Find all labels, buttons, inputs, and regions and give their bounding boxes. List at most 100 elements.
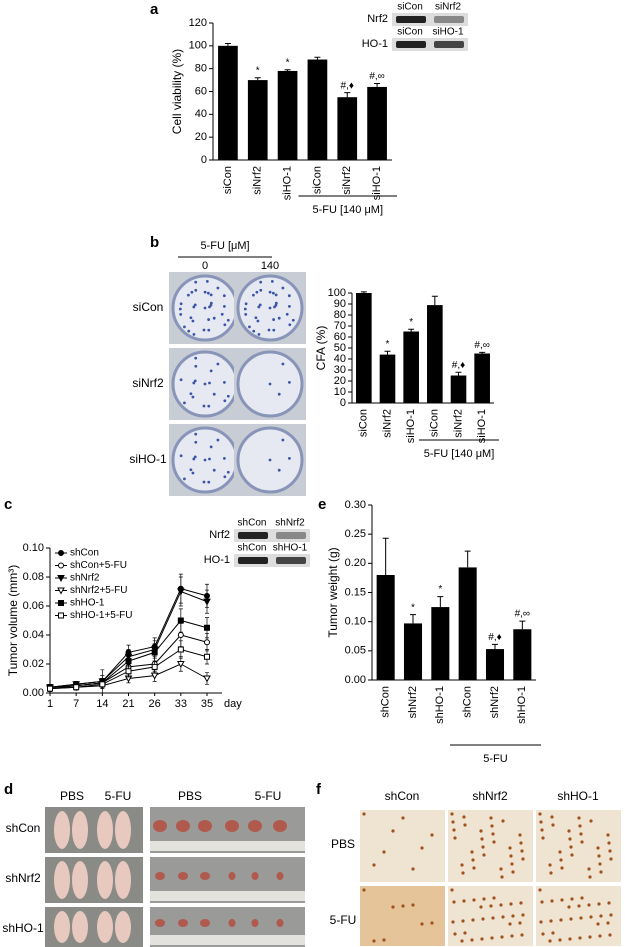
- bar: [379, 354, 396, 403]
- colony: [222, 305, 226, 308]
- colony: [267, 328, 271, 332]
- significance-mark: #,∞: [515, 609, 530, 620]
- y-tick-label: 70: [334, 320, 346, 332]
- stain: [577, 816, 581, 820]
- blot-band: [396, 16, 426, 23]
- colony: [226, 394, 230, 398]
- x-tick-label: shCon: [462, 686, 474, 718]
- y-tick-label: 0.08: [23, 571, 44, 583]
- stain: [587, 867, 591, 871]
- stain: [558, 850, 562, 854]
- stain: [607, 841, 611, 845]
- panel-letter: f: [316, 781, 322, 798]
- x-tick-label: 14: [96, 698, 108, 710]
- stain: [372, 863, 376, 867]
- stain: [606, 921, 610, 925]
- colony: [287, 457, 291, 460]
- tumor: [228, 919, 236, 927]
- x-tick-label: siHO-1: [371, 166, 383, 200]
- stain: [450, 888, 454, 892]
- significance-mark: *: [438, 584, 442, 595]
- blot-lane: shCon: [238, 543, 267, 554]
- stain: [520, 849, 524, 853]
- blot-lane: shNrf2: [275, 518, 305, 529]
- colony: [220, 312, 224, 316]
- mouse: [115, 811, 131, 849]
- significance-mark: *: [411, 602, 415, 613]
- colony: [179, 454, 183, 458]
- x-tick-label: siCon: [429, 409, 441, 437]
- colony: [223, 399, 227, 403]
- bar: [431, 607, 450, 680]
- colony: [208, 457, 211, 461]
- x-tick-label: 7: [73, 698, 79, 710]
- legend-label: shCon+5-FU: [70, 560, 127, 571]
- mouse: [54, 811, 70, 849]
- x-tick-label: 33: [175, 698, 187, 710]
- y-tick-label: 40: [334, 353, 346, 365]
- stain: [492, 840, 496, 844]
- colony: [194, 440, 198, 444]
- stain: [560, 898, 564, 902]
- y-tick-label: 40: [195, 108, 207, 120]
- x-tick-label: 1: [47, 698, 53, 710]
- colony: [178, 307, 182, 311]
- colony: [258, 303, 262, 307]
- significance-mark: *: [409, 317, 413, 328]
- row-label: shCon: [6, 821, 41, 835]
- ihc-image: [448, 886, 533, 946]
- significance-mark: #,∞: [474, 340, 489, 351]
- legend-label: shCon: [70, 548, 99, 559]
- stain: [599, 870, 603, 874]
- stain: [609, 913, 613, 917]
- colony: [244, 302, 248, 306]
- mouse: [54, 861, 70, 899]
- colony: [271, 291, 275, 295]
- mouse: [72, 911, 88, 943]
- colony: [191, 471, 195, 475]
- bar: [277, 70, 298, 160]
- stain: [609, 857, 613, 861]
- error-bar: [519, 620, 526, 630]
- colony: [187, 293, 190, 297]
- colony: [244, 312, 248, 316]
- stain: [463, 823, 467, 827]
- stain: [570, 897, 574, 901]
- stain: [508, 922, 512, 926]
- colony: [179, 378, 183, 382]
- error-bar: [284, 69, 291, 71]
- stain: [401, 816, 405, 820]
- point: [125, 668, 132, 675]
- point: [203, 675, 211, 683]
- stain: [462, 815, 466, 819]
- stain: [450, 812, 454, 816]
- stain: [539, 820, 543, 824]
- colony: [223, 323, 227, 327]
- x-tick-label: siCon: [222, 166, 234, 194]
- stain: [471, 918, 475, 922]
- stain: [382, 850, 386, 854]
- stain: [391, 905, 395, 909]
- stain: [596, 846, 600, 850]
- stain: [401, 904, 405, 908]
- mouse: [97, 911, 113, 943]
- legend-label: shNrf2: [70, 573, 100, 584]
- y-axis-label: Tumor weight (g): [326, 547, 340, 637]
- tumor: [155, 919, 165, 927]
- y-tick-label: 50: [334, 342, 346, 354]
- stain: [479, 905, 483, 909]
- point: [58, 600, 64, 606]
- x-tick-label: siNrf2: [381, 409, 393, 438]
- colony: [179, 302, 183, 306]
- point: [203, 598, 211, 606]
- panel-letter: e: [318, 496, 326, 513]
- error-bar: [254, 77, 261, 81]
- stain: [538, 812, 542, 816]
- bar: [247, 80, 268, 160]
- plates-column: 140: [261, 260, 279, 272]
- colony: [226, 470, 230, 474]
- bar: [337, 97, 358, 160]
- group-label: 5-FU: [483, 753, 508, 765]
- colony: [209, 369, 213, 373]
- stain: [382, 938, 386, 942]
